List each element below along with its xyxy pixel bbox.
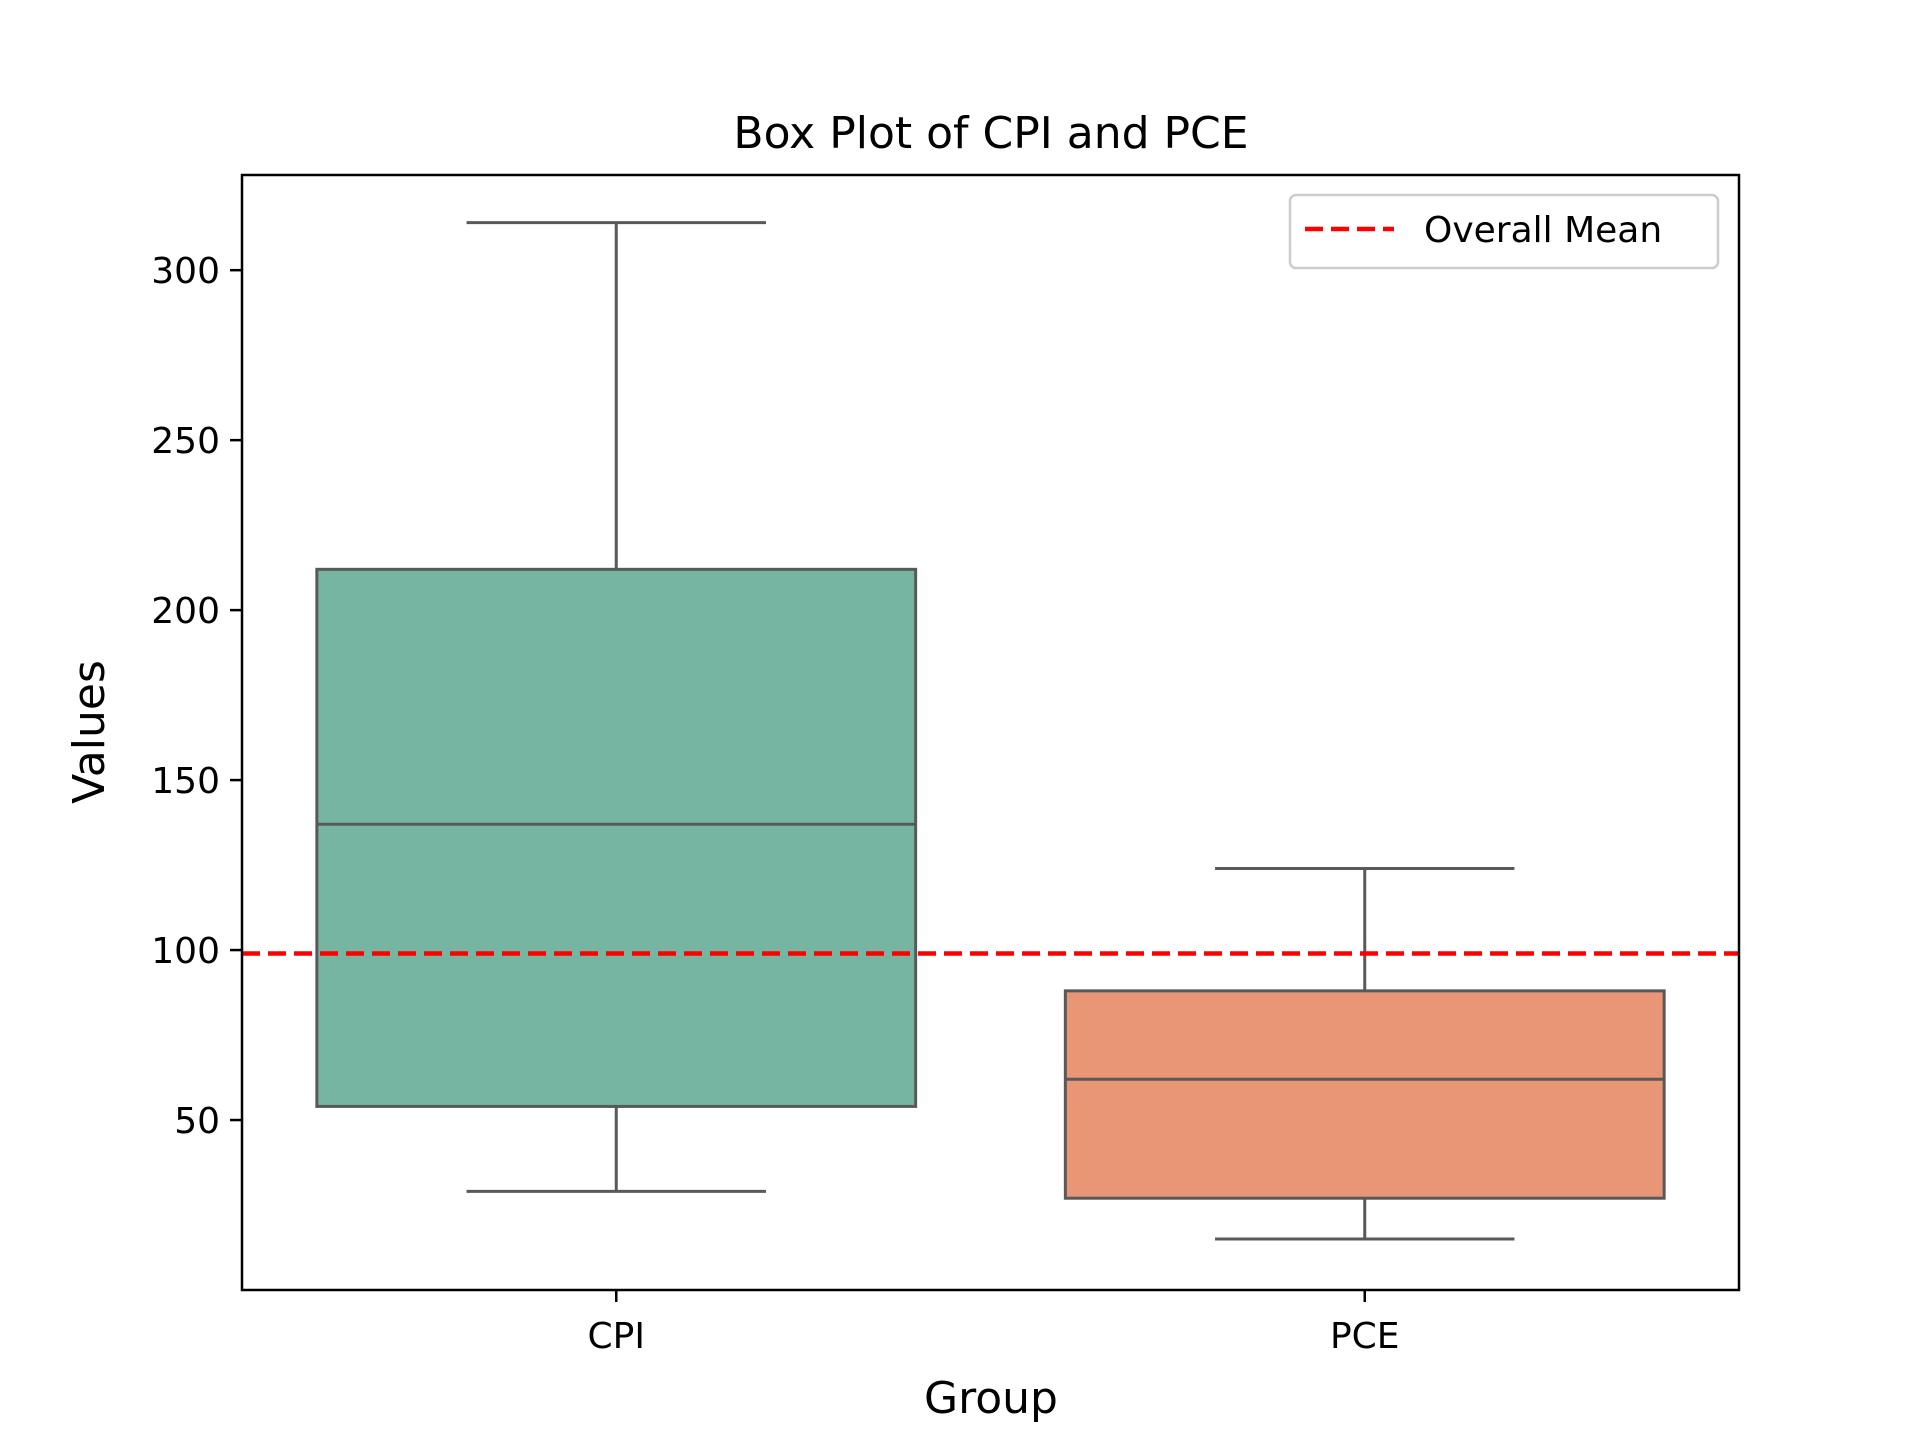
boxes-layer bbox=[315, 221, 1666, 1241]
legend-label-overall-mean: Overall Mean bbox=[1424, 210, 1662, 251]
box-group-pce bbox=[1063, 866, 1666, 1241]
x-tick-label-cpi: CPI bbox=[588, 1316, 645, 1357]
legend-frame bbox=[1288, 193, 1720, 270]
box-cpi bbox=[315, 567, 918, 1108]
plot-area-frame bbox=[240, 173, 1741, 1292]
y-tick-label: 200 bbox=[151, 591, 220, 632]
box-group-cpi bbox=[315, 221, 918, 1193]
y-tick-label: 250 bbox=[151, 421, 220, 462]
y-axis: 50 100 150 200 250 300 bbox=[151, 251, 242, 1142]
x-axis-label: Group bbox=[924, 1373, 1058, 1424]
legend: Overall Mean bbox=[1288, 193, 1720, 270]
chart-title: Box Plot of CPI and PCE bbox=[733, 108, 1248, 159]
y-tick-label: 150 bbox=[151, 761, 220, 802]
y-tick-label: 300 bbox=[151, 251, 220, 292]
box-pce bbox=[1063, 989, 1666, 1200]
y-axis-label: Values bbox=[64, 660, 115, 804]
y-tick-label: 100 bbox=[151, 931, 220, 972]
x-axis: CPI PCE bbox=[588, 1290, 1400, 1357]
x-tick-label-pce: PCE bbox=[1330, 1316, 1400, 1357]
y-tick-label: 50 bbox=[174, 1101, 220, 1142]
